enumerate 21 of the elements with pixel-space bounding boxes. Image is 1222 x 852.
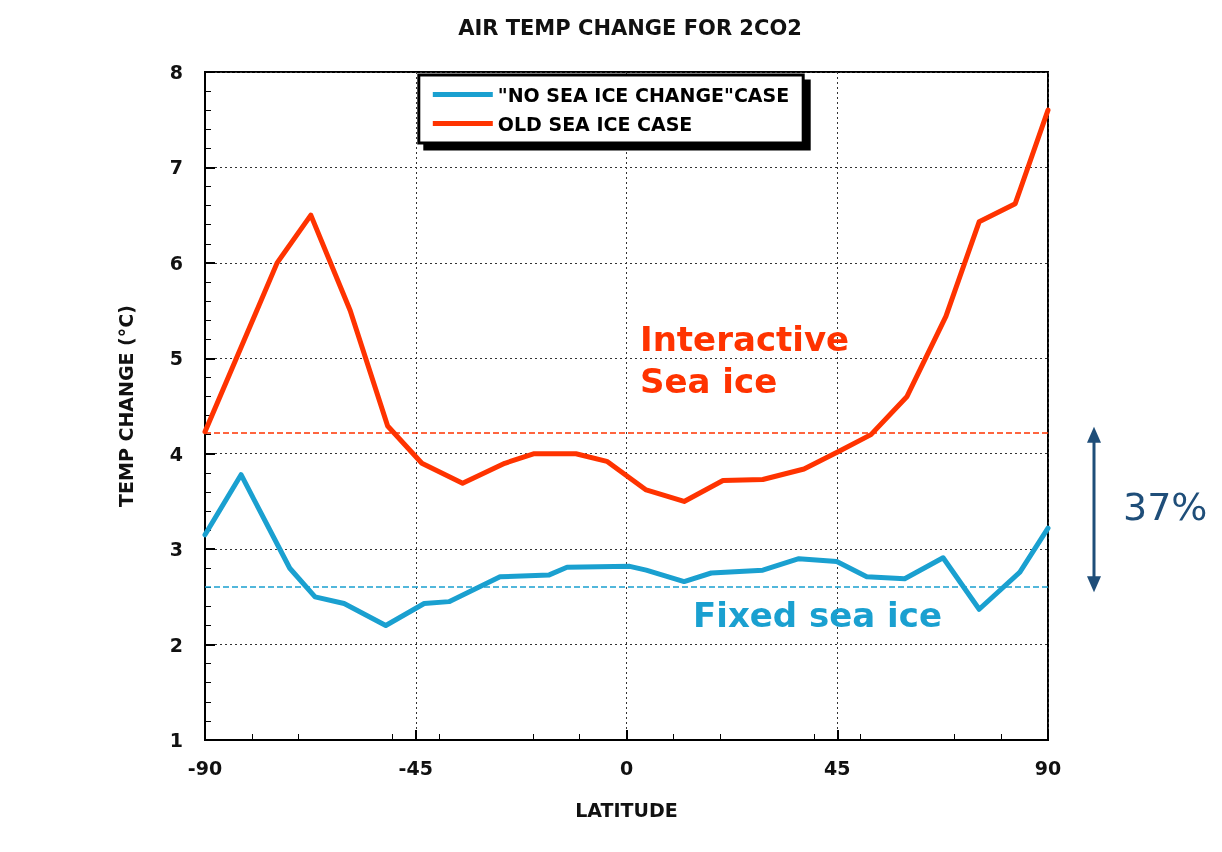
legend-label: "NO SEA ICE CHANGE"CASE [497, 83, 790, 106]
y-axis-title: TEMP CHANGE (°C) [114, 305, 137, 507]
x-tick-label: 45 [824, 756, 851, 779]
legend-label: OLD SEA ICE CASE [497, 112, 693, 135]
y-tick-label: 6 [169, 251, 183, 274]
y-tick-label: 7 [169, 156, 183, 179]
x-tick-label: 0 [619, 756, 634, 779]
annotation: Fixed sea ice [693, 595, 942, 635]
annotation: Interactive Sea ice [640, 319, 850, 401]
y-tick-label: 5 [169, 347, 183, 370]
x-tick-label: -90 [187, 756, 223, 779]
chart-title: AIR TEMP CHANGE FOR 2CO2 [458, 15, 802, 40]
y-tick-label: 1 [169, 729, 183, 751]
y-tick-label: 4 [169, 442, 183, 465]
y-tick-label: 8 [169, 61, 183, 83]
x-tick-label: -45 [398, 756, 433, 779]
x-tick-label: 90 [1034, 756, 1062, 779]
x-axis-title: LATITUDE [575, 798, 678, 821]
text: 37% [1123, 484, 1208, 529]
y-tick-label: 2 [169, 633, 183, 656]
y-tick-label: 3 [169, 538, 183, 561]
